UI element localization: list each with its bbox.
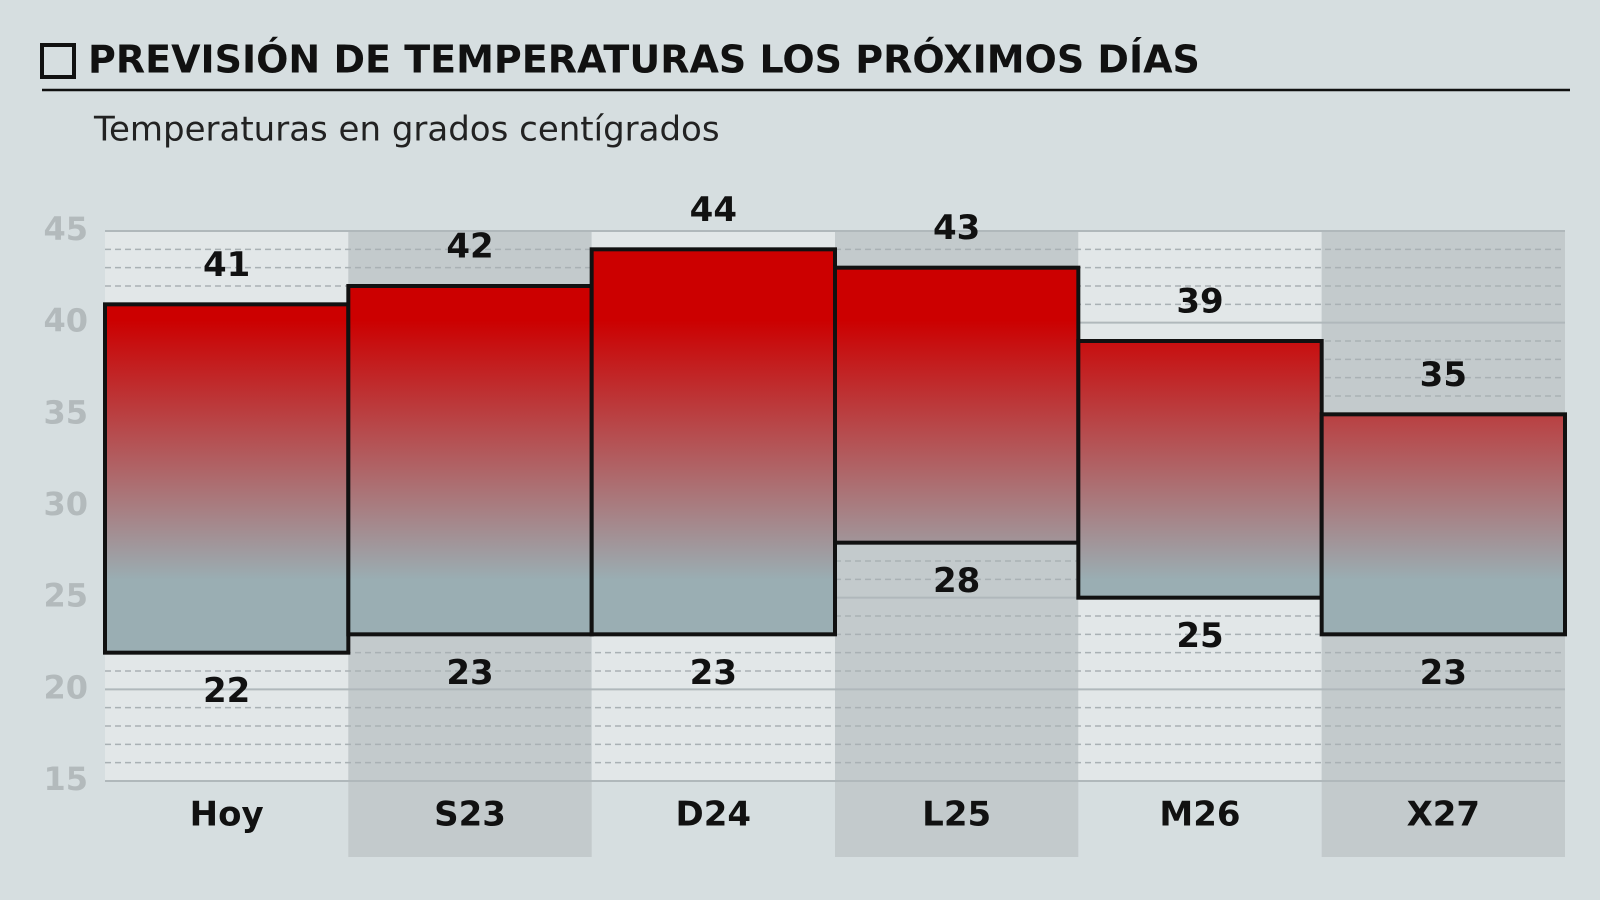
chart-subtitle: Temperaturas en grados centígrados — [93, 110, 720, 150]
range-bar — [1319, 412, 1567, 637]
value-label: 35 — [1420, 355, 1467, 395]
title-icon — [40, 43, 76, 79]
value-label: 44 — [690, 190, 737, 230]
y-tick-label: 15 — [43, 760, 88, 798]
value-label: 42 — [446, 227, 493, 267]
range-bar — [103, 302, 351, 655]
x-tick-label: S23 — [434, 795, 506, 835]
value-label: 28 — [933, 561, 980, 601]
value-label: 39 — [1176, 282, 1223, 322]
value-label: 23 — [1420, 653, 1467, 693]
range-bar — [346, 284, 594, 637]
range-bar — [1076, 339, 1324, 600]
x-tick-label: M26 — [1159, 795, 1240, 835]
x-tick-label: D24 — [676, 795, 752, 835]
y-tick-label: 20 — [43, 668, 88, 706]
value-label: 23 — [446, 653, 493, 693]
y-tick-label: 45 — [43, 210, 88, 248]
range-bar — [833, 265, 1081, 545]
value-label: 23 — [690, 653, 737, 693]
y-tick-label: 40 — [43, 302, 88, 340]
y-tick-label: 30 — [43, 485, 88, 523]
x-tick-label: X27 — [1407, 795, 1481, 835]
y-tick-label: 35 — [43, 393, 88, 431]
y-tick-label: 25 — [43, 577, 88, 615]
x-tick-label: L25 — [922, 795, 991, 835]
value-label: 25 — [1176, 616, 1223, 656]
range-bar — [589, 247, 838, 637]
value-label: 22 — [203, 671, 250, 711]
chart-title: PREVISIÓN DE TEMPERATURAS LOS PRÓXIMOS D… — [88, 38, 1200, 82]
x-tick-label: Hoy — [190, 795, 264, 835]
value-label: 41 — [203, 245, 250, 285]
value-label: 43 — [933, 208, 980, 248]
